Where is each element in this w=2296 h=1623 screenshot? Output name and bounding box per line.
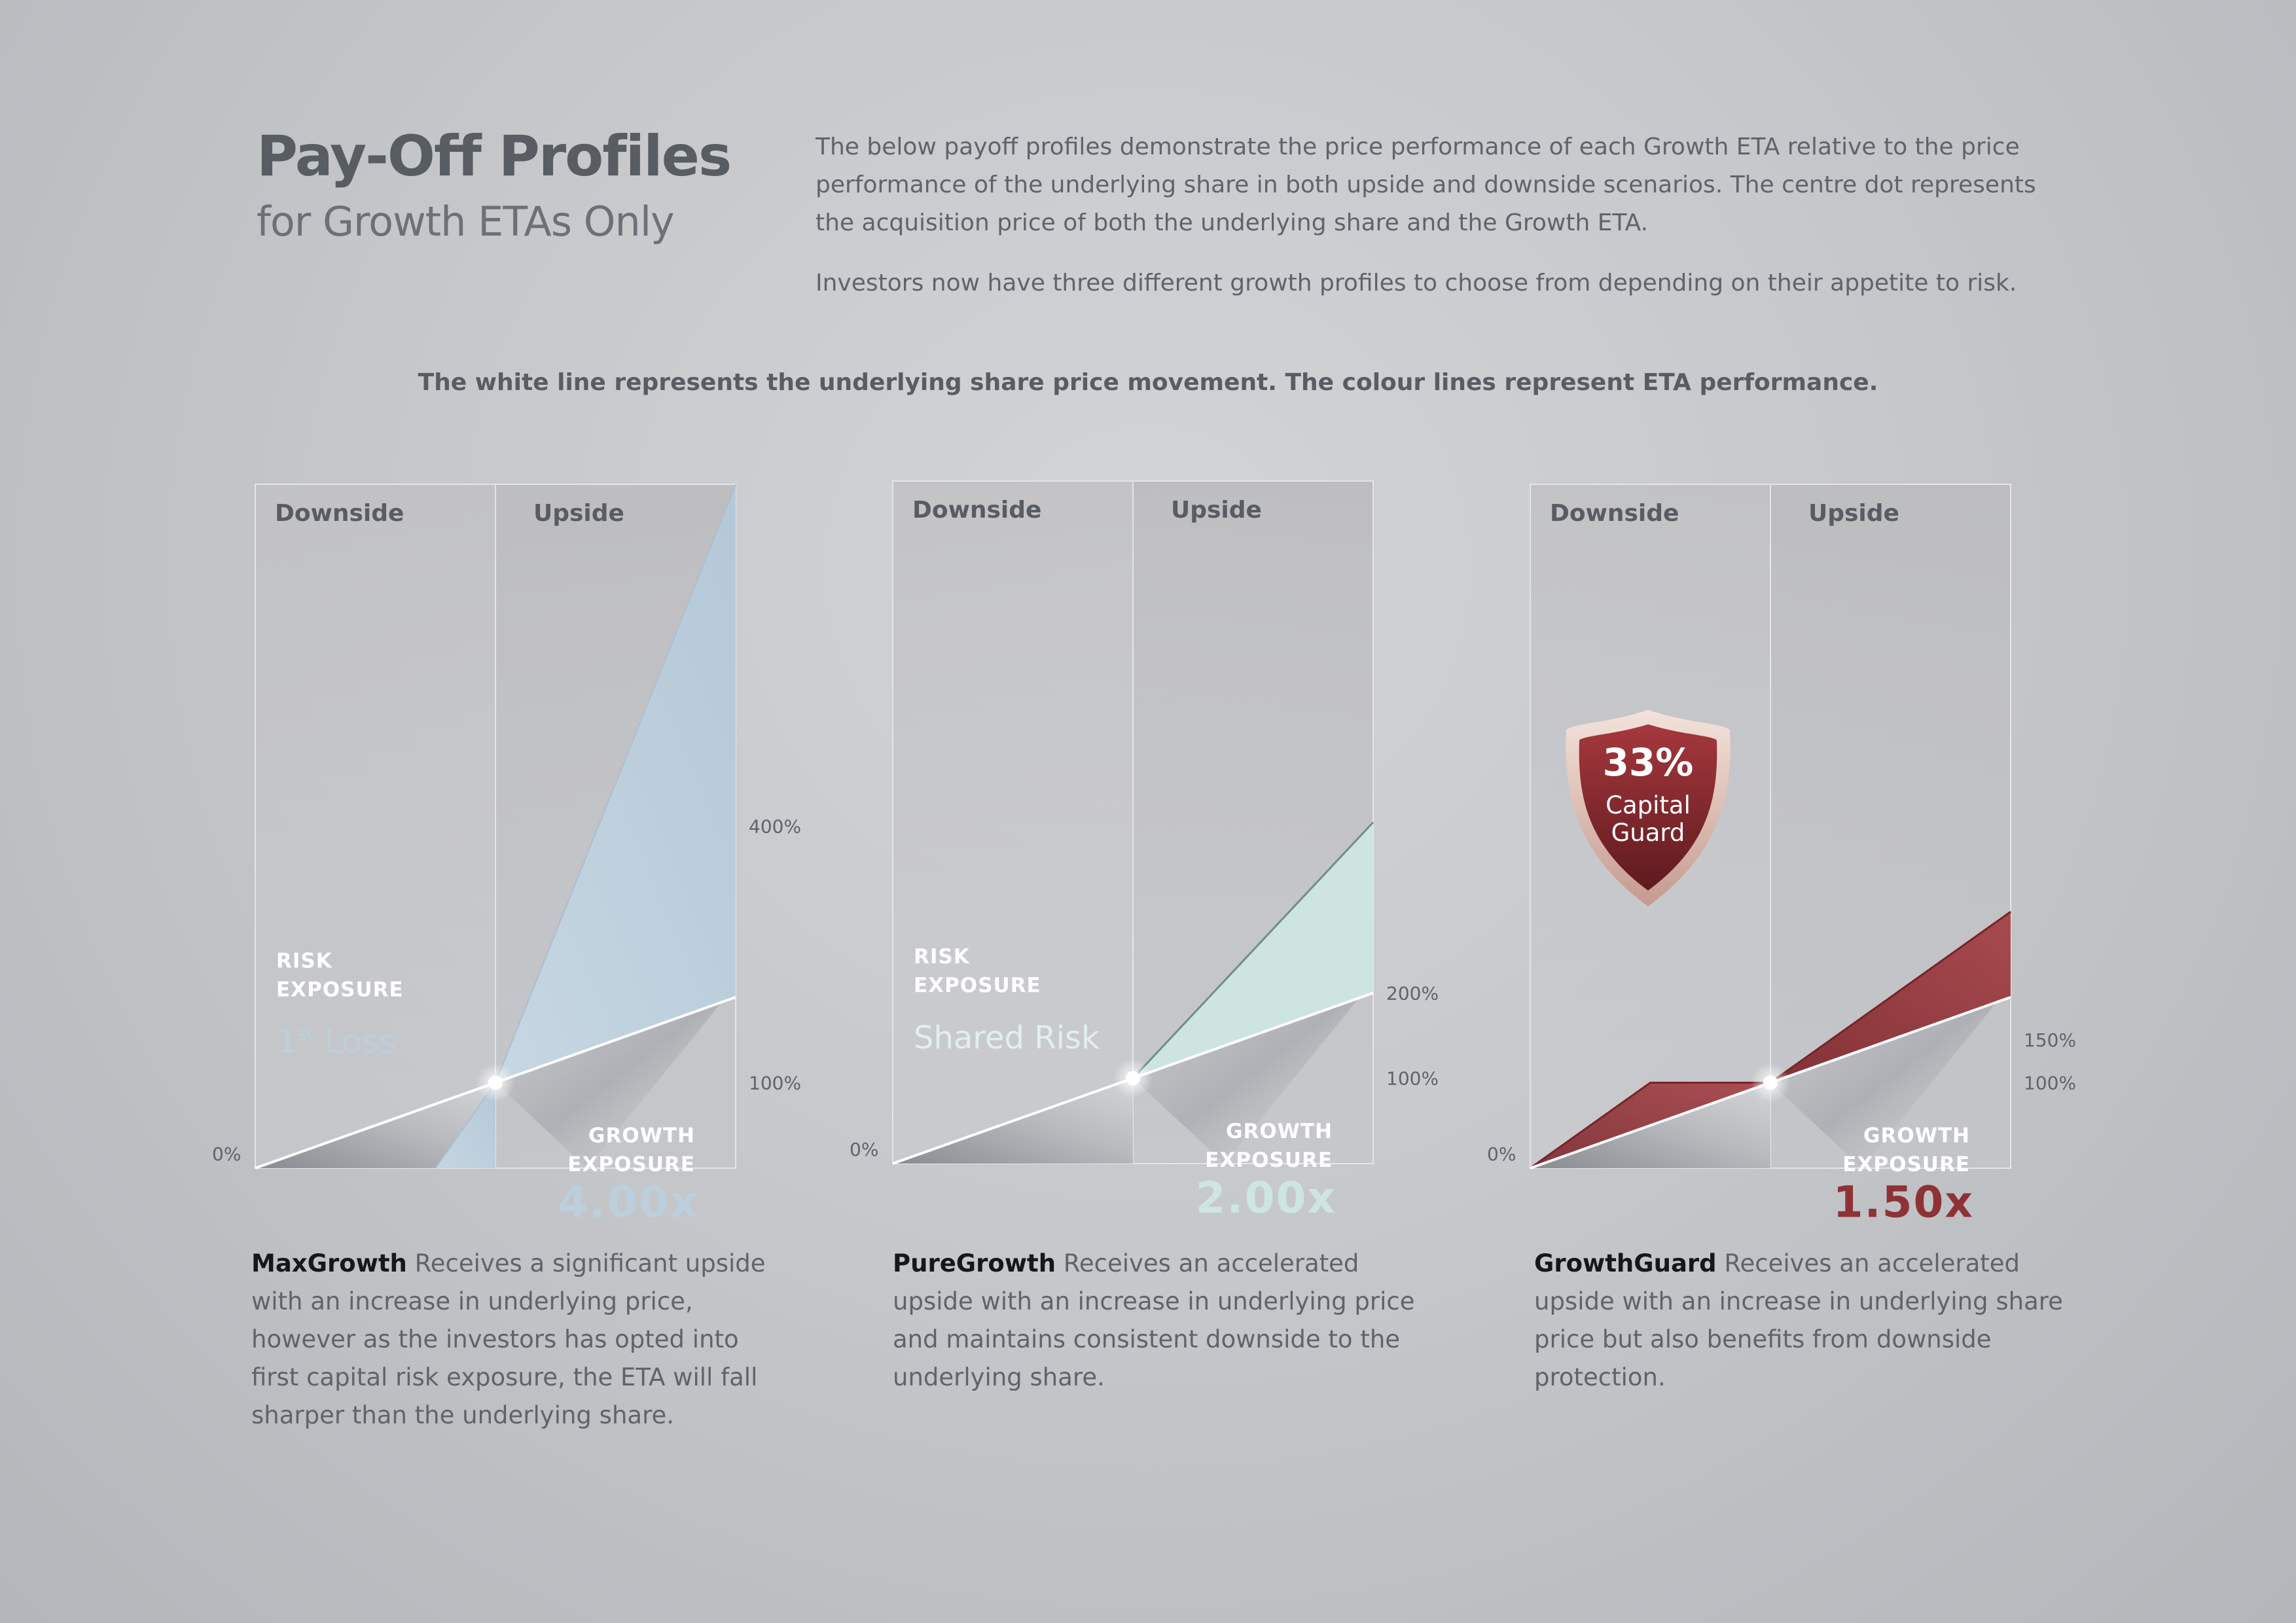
chart-legend-note: The white line represents the underlying…: [418, 369, 1878, 396]
growth-exposure-label: EXPOSURE: [1842, 1153, 1970, 1177]
intro-paragraph-1: The below payoff profiles demonstrate th…: [816, 134, 2036, 236]
shield-icon-inner: [1579, 724, 1717, 891]
downside-label: Downside: [275, 500, 404, 527]
page-title: Pay-Off Profiles: [257, 124, 732, 189]
downside-panel: [255, 484, 496, 1169]
y-tick-label: 200%: [1386, 982, 1439, 1004]
centre-dot: [1763, 1075, 1778, 1090]
product-name: GrowthGuard: [1534, 1249, 1717, 1277]
chart-maxgrowth: Downside Upside 0% 100% 400% RISK EXPOSURE 1st …: [212, 484, 801, 1228]
growth-exposure-label: EXPOSURE: [1205, 1149, 1333, 1172]
page-subtitle: for Growth ETAs Only: [257, 198, 675, 245]
downside-label: Downside: [912, 497, 1041, 524]
growth-exposure-value: 2.00x: [1196, 1173, 1336, 1223]
eta-line: [495, 484, 736, 1083]
chart-puregrowth: Downside Upside 0% 100% 200% RISK EXPOSURE Shar…: [850, 480, 1439, 1223]
upside-label: Upside: [1808, 500, 1899, 527]
risk-exposure-label: EXPOSURE: [276, 978, 404, 1001]
chart-growthguard: Downside Upside 0% 100% 150% GROWTH EXPOSURE1.…: [1487, 484, 2076, 1228]
upside-shading: [495, 985, 736, 1168]
y-tick-label: 0%: [212, 1143, 241, 1165]
risk-exposure-label: EXPOSURE: [914, 974, 1041, 997]
description-maxgrowth: MaxGrowth Receives a significant upside …: [251, 1245, 788, 1435]
product-name: PureGrowth: [893, 1249, 1056, 1277]
upside-shading: [1770, 985, 2011, 1168]
capital-guard-value: 33%: [1603, 740, 1694, 785]
eta-line: [1132, 821, 1374, 1079]
product-description: Receives a significant upside with an in…: [251, 1249, 766, 1429]
product-description: Receives an accelerated upside with an i…: [893, 1249, 1415, 1391]
risk-exposure-label: RISK: [276, 949, 332, 972]
y-tick-label: 0%: [850, 1139, 878, 1160]
upside-shading: [1133, 980, 1373, 1164]
upside-label: Upside: [533, 500, 624, 527]
centre-dot: [1126, 1071, 1140, 1086]
description-puregrowth: PureGrowth Receives an accelerated upsid…: [893, 1245, 1429, 1397]
downside-panel: [892, 480, 1134, 1164]
centre-dot: [488, 1075, 503, 1090]
y-tick-label: 100%: [1386, 1068, 1439, 1090]
description-growthguard: GrowthGuard Receives an accelerated upsi…: [1534, 1245, 2071, 1397]
intro-text: The below payoff profiles demonstrate th…: [816, 128, 2072, 325]
y-tick-label: 150%: [2024, 1029, 2076, 1051]
capital-guard-label: Guard: [1611, 819, 1685, 847]
growth-exposure-label: GROWTH: [588, 1124, 695, 1148]
downside-label: Downside: [1550, 500, 1679, 527]
y-tick-label: 400%: [749, 816, 801, 838]
eta-line: [1530, 910, 2011, 1169]
growth-exposure-label: GROWTH: [1863, 1124, 1970, 1148]
intro-paragraph-2: Investors now have three different growt…: [816, 270, 2017, 296]
y-tick-label: 0%: [1487, 1143, 1516, 1165]
y-tick-label: 100%: [2024, 1072, 2076, 1094]
upside-label: Upside: [1171, 497, 1262, 524]
y-tick-label: 100%: [749, 1072, 801, 1094]
growth-exposure-label: EXPOSURE: [567, 1153, 695, 1177]
capital-guard-label: Capital: [1605, 791, 1691, 819]
risk-exposure-value: Shared Risk: [914, 1020, 1100, 1056]
risk-exposure-value: 1st Loss: [276, 1022, 396, 1060]
growth-exposure-value: 1.50x: [1833, 1177, 1974, 1228]
growth-exposure-value: 4.00x: [558, 1177, 699, 1228]
product-description: Receives an accelerated upside with an i…: [1534, 1249, 2063, 1391]
growth-exposure-label: GROWTH: [1226, 1120, 1333, 1143]
product-name: MaxGrowth: [251, 1249, 407, 1277]
risk-exposure-label: RISK: [914, 945, 970, 969]
